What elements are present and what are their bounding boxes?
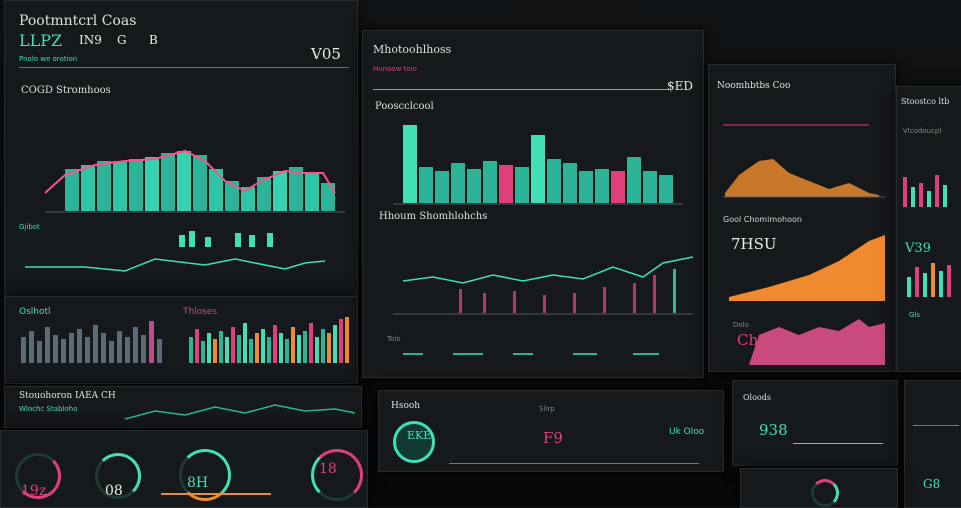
area-chart	[25, 149, 345, 272]
center-chart-label: Pooscclcool	[375, 101, 434, 112]
trend-sub: Wlochc Stabloho	[19, 405, 78, 413]
bottom-far-right-val: G8	[923, 477, 941, 491]
orange-area-2	[729, 235, 885, 301]
value-right: V05	[311, 45, 341, 63]
trend-line	[124, 404, 356, 420]
bottom-center-sub: Slirp	[539, 405, 555, 413]
kpi-4: B	[149, 33, 158, 47]
sub-label: Pnolo we orotion	[19, 55, 78, 63]
bottom-center-gauge-value: F9	[543, 429, 563, 447]
right-charts	[723, 124, 885, 365]
gauge-1	[15, 453, 61, 499]
bottom-right-line	[793, 443, 883, 444]
bars-label2: Thloses	[183, 307, 218, 317]
center-strip-label: Tolo	[387, 335, 401, 343]
right-label1: Gool Chomimohoon	[723, 215, 802, 224]
gauge-progress	[161, 493, 271, 495]
gauge-4-value: 18	[319, 461, 337, 477]
orange-area-1	[725, 159, 879, 197]
globe-gauge	[393, 421, 435, 463]
trend-title: Stouohoron IAEA CH	[19, 391, 116, 401]
panel-right: Noomhbtbs Coo Gool Chomimohoon 7HSU Ch2 …	[708, 64, 896, 372]
panel-bottom-center: Hsooh Slirp F9 EKE Uk Oloo	[378, 390, 724, 472]
panel-trend: Stouohoron IAEA CH Wlochc Stabloho	[4, 386, 362, 428]
center-strip	[403, 353, 659, 355]
center-divider	[373, 89, 673, 90]
panel-title: Pootmntcrl Coas	[19, 13, 137, 29]
bottom-center-label: Uk Oloo	[669, 427, 705, 437]
panel-far-right: Stoostco ltb Vlcodoucpl V39 Gls	[896, 86, 961, 372]
right-title: Noomhbtbs Coo	[717, 81, 791, 91]
panel-bars: Oslhotl Thloses	[4, 296, 358, 384]
center-subtitle: Hunaow toio	[373, 65, 417, 73]
center-spikes	[459, 269, 676, 313]
gauge-1-value: 19z	[21, 483, 47, 499]
bottom-center-gauge-value2: EKE	[407, 429, 432, 442]
pink-area	[749, 319, 885, 365]
mini-label: Gjibot	[19, 223, 40, 231]
bottom-center-line	[449, 463, 699, 464]
mini-bars	[179, 231, 273, 247]
center-bar-chart	[393, 125, 694, 355]
panel-gauges: 19z 08 8H 18	[0, 430, 368, 508]
center-chart2-label: Hhoum Shomhlohchs	[379, 211, 488, 222]
right-val1: 7HSU	[731, 235, 777, 253]
bottom-right-val: 938	[759, 421, 788, 439]
chart-label: COGD Stromhoos	[21, 85, 111, 96]
bottom-lower-gauge	[811, 479, 839, 507]
bottom-center-title: Hsooh	[391, 401, 421, 411]
area-chart-bars	[65, 151, 335, 211]
panel-bottom-right: Oloods 938	[732, 380, 898, 466]
center-value: $ED	[667, 79, 694, 93]
panel-center: Mhotoohlhoss Hunaow toio $ED Pooscclcool	[362, 30, 704, 378]
center-title: Mhotoohlhoss	[373, 43, 452, 56]
gauge-3-value: 8H	[187, 475, 209, 491]
mini-line	[25, 258, 326, 272]
panel-overview: Pootmntcrl Coas LLPZ IN9 G B V05 Pnolo w…	[4, 0, 358, 302]
far-right-val: V39	[905, 241, 931, 256]
panel-bottom-lower	[740, 468, 898, 508]
bars-label: Oslhotl	[19, 307, 51, 317]
kpi-2: IN9	[79, 33, 102, 47]
far-right-title: Stoostco ltb	[901, 97, 950, 106]
gauge-4	[311, 449, 363, 501]
kpi-1: LLPZ	[19, 31, 63, 50]
area-chart-line	[44, 149, 336, 194]
far-right-label: Vlcodoucpl	[903, 127, 942, 135]
gauge-2	[95, 453, 141, 499]
center-line	[402, 256, 694, 284]
gauge-2-value: 08	[105, 483, 123, 499]
panel-bottom-far-right: G8	[904, 380, 961, 508]
kpi-3: G	[117, 33, 127, 47]
gauge-3	[179, 449, 231, 501]
bottom-far-right-line	[913, 425, 959, 426]
divider	[19, 67, 349, 68]
far-right-bars	[903, 175, 951, 297]
far-right-label2: Gls	[909, 311, 921, 319]
bottom-right-title: Oloods	[743, 393, 771, 402]
bar-chart	[21, 317, 349, 363]
right-label2: Dolo	[733, 321, 749, 329]
